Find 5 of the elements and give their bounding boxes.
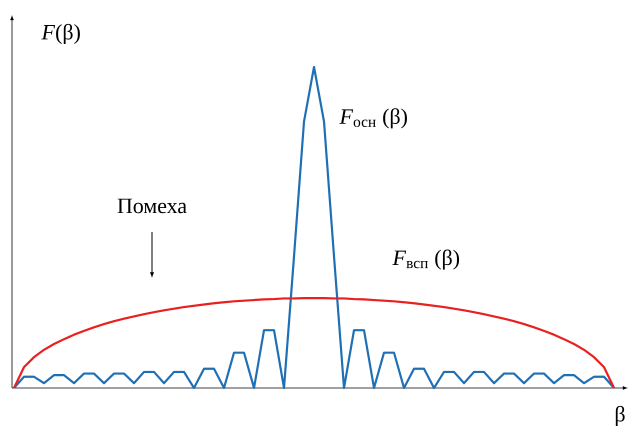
y-axis-title: F(β) [41, 24, 80, 44]
series-label: F$_{всп}$ (β) [392, 250, 460, 270]
annotation: Помеха [118, 198, 187, 214]
x-axis-title: β [616, 406, 625, 426]
series-label: F$_{осн}$ (β) [339, 108, 407, 128]
